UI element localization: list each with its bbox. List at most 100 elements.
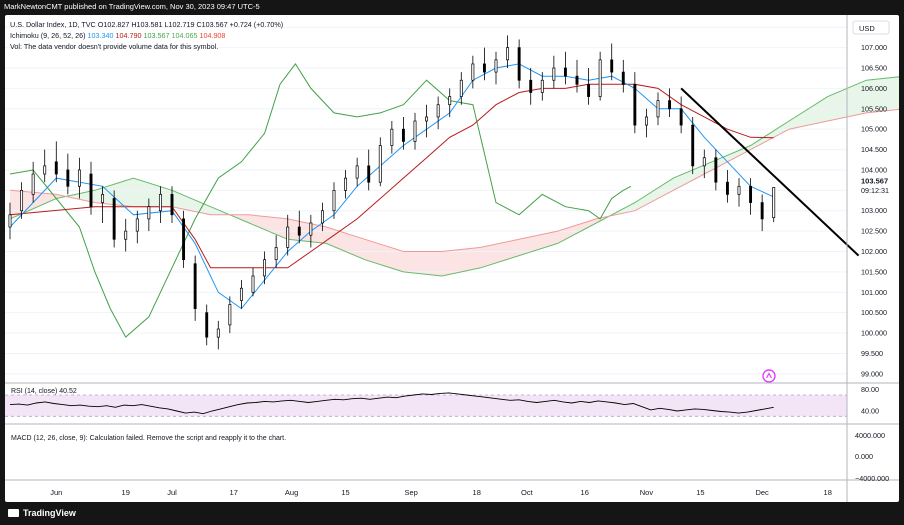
candle-25 xyxy=(297,210,301,244)
candle-8 xyxy=(101,186,105,223)
candle-20 xyxy=(239,280,243,309)
candle-body-up xyxy=(459,79,463,97)
candle-body-down xyxy=(563,67,567,77)
candle-body-up xyxy=(448,96,452,106)
candle-65 xyxy=(760,194,764,232)
candle-60 xyxy=(702,149,706,179)
price-tick-label-2: 106.500 xyxy=(861,64,887,73)
price-tick-label-13: 101.000 xyxy=(861,288,887,297)
candle-17 xyxy=(205,304,209,346)
candle-18 xyxy=(216,320,220,350)
candle-body-up xyxy=(494,59,498,73)
candle-2 xyxy=(31,161,35,203)
candle-body-up xyxy=(135,218,139,232)
price-tick-label-10: 102.500 xyxy=(861,227,887,236)
time-tick-label-13: 18 xyxy=(824,488,832,497)
rsi-tick-label-0: 80.00 xyxy=(861,385,879,394)
chikou-lagging-line xyxy=(9,63,632,338)
time-tick-label-0: Jun xyxy=(50,488,62,497)
candle-56 xyxy=(656,92,660,126)
kijun-sen-line xyxy=(9,83,774,269)
price-axis: USD 107.000 106.500 106.000 105.500 105.000 10… xyxy=(848,20,896,378)
price-tick-label-11: 102.000 xyxy=(861,247,887,256)
ichimoku-value-4: 104.908 xyxy=(197,31,226,40)
candle-52 xyxy=(610,43,614,81)
candle-body-up xyxy=(378,145,382,183)
candle-body-down xyxy=(725,181,729,195)
candle-11 xyxy=(135,210,139,244)
chart-area[interactable]: RSI (14, close) 40.52 MACD (12, 26, clos… xyxy=(5,15,899,502)
price-tick-label-12: 101.500 xyxy=(861,267,887,276)
candle-36 xyxy=(425,104,429,138)
candle-10 xyxy=(124,218,128,252)
time-tick-label-8: Oct xyxy=(521,488,534,497)
candle-body-up xyxy=(436,104,440,118)
candle-5 xyxy=(66,153,70,195)
candle-33 xyxy=(390,121,394,154)
macd-tick-label-0: 4000.000 xyxy=(855,431,885,440)
candle-38 xyxy=(448,88,452,117)
candle-14 xyxy=(170,186,174,223)
candle-37 xyxy=(436,96,440,130)
senkou-span-a-line xyxy=(9,76,899,277)
candle-body-up xyxy=(216,328,220,338)
chart-svg: RSI (14, close) 40.52 MACD (12, 26, clos… xyxy=(5,15,899,502)
time-tick-label-2: Jul xyxy=(167,488,177,497)
candle-body-down xyxy=(205,312,209,338)
countdown-label: 09:12:31 xyxy=(861,186,889,195)
time-tick-label-10: Nov xyxy=(640,488,654,497)
time-tick-label-11: 15 xyxy=(696,488,704,497)
candle-62 xyxy=(725,169,729,203)
price-tick-label-15: 100.000 xyxy=(861,329,887,338)
candle-body-down xyxy=(587,83,591,97)
candle-12 xyxy=(147,198,151,232)
price-tick-label-7: 104.000 xyxy=(861,165,887,174)
candle-24 xyxy=(286,214,290,256)
price-tick-label-6: 104.500 xyxy=(861,145,887,154)
candle-66 xyxy=(772,187,776,223)
candle-58 xyxy=(679,96,683,134)
ichimoku-legend: Ichimoku (9, 26, 52, 26) 103.340 104.790… xyxy=(10,31,225,40)
candle-body-down xyxy=(621,71,625,85)
candle-47 xyxy=(552,55,556,89)
candle-body-up xyxy=(274,247,278,261)
candle-42 xyxy=(494,51,498,85)
candle-body-down xyxy=(367,165,371,183)
candle-15 xyxy=(182,210,186,268)
candle-body-up xyxy=(355,165,359,179)
candle-body-up xyxy=(309,222,313,236)
candle-3 xyxy=(43,149,47,183)
candle-body-up xyxy=(344,177,348,191)
candle-body-up xyxy=(598,59,602,97)
ichimoku-values: 103.340 104.790 103.567 104.065 104.908 xyxy=(88,31,226,40)
candle-41 xyxy=(482,47,486,81)
candle-body-down xyxy=(193,263,197,309)
time-tick-label-3: 17 xyxy=(230,488,238,497)
candle-34 xyxy=(401,116,405,150)
candle-44 xyxy=(517,39,521,89)
tradingview-footer[interactable]: TradingView xyxy=(8,508,76,518)
candle-body-up xyxy=(644,116,648,126)
candle-body-up xyxy=(656,100,660,118)
price-tick-label-1: 107.000 xyxy=(861,43,887,52)
candle-body-up xyxy=(31,173,35,195)
volume-legend: Vol: The data vendor doesn't provide vol… xyxy=(10,42,219,51)
time-tick-label-9: 16 xyxy=(581,488,589,497)
candle-body-down xyxy=(529,79,533,93)
price-tick-label-16: 99.500 xyxy=(861,349,883,358)
candle-body-down xyxy=(714,157,718,183)
time-tick-label-4: Aug xyxy=(285,488,298,497)
candle-61 xyxy=(714,149,718,191)
currency-box xyxy=(852,20,890,35)
candle-body-down xyxy=(749,185,753,203)
symbol-legend: U.S. Dollar Index, 1D, TVC O102.827 H103… xyxy=(10,20,284,29)
candle-30 xyxy=(355,157,359,187)
time-tick-label-6: Sep xyxy=(404,488,417,497)
candle-29 xyxy=(344,169,348,199)
candle-body-up xyxy=(8,214,12,228)
macd-tick-label-1: 0.000 xyxy=(855,452,873,461)
candle-16 xyxy=(193,255,197,321)
candle-body-down xyxy=(668,100,672,110)
candle-28 xyxy=(332,182,336,219)
time-tick-label-1: 19 xyxy=(122,488,130,497)
